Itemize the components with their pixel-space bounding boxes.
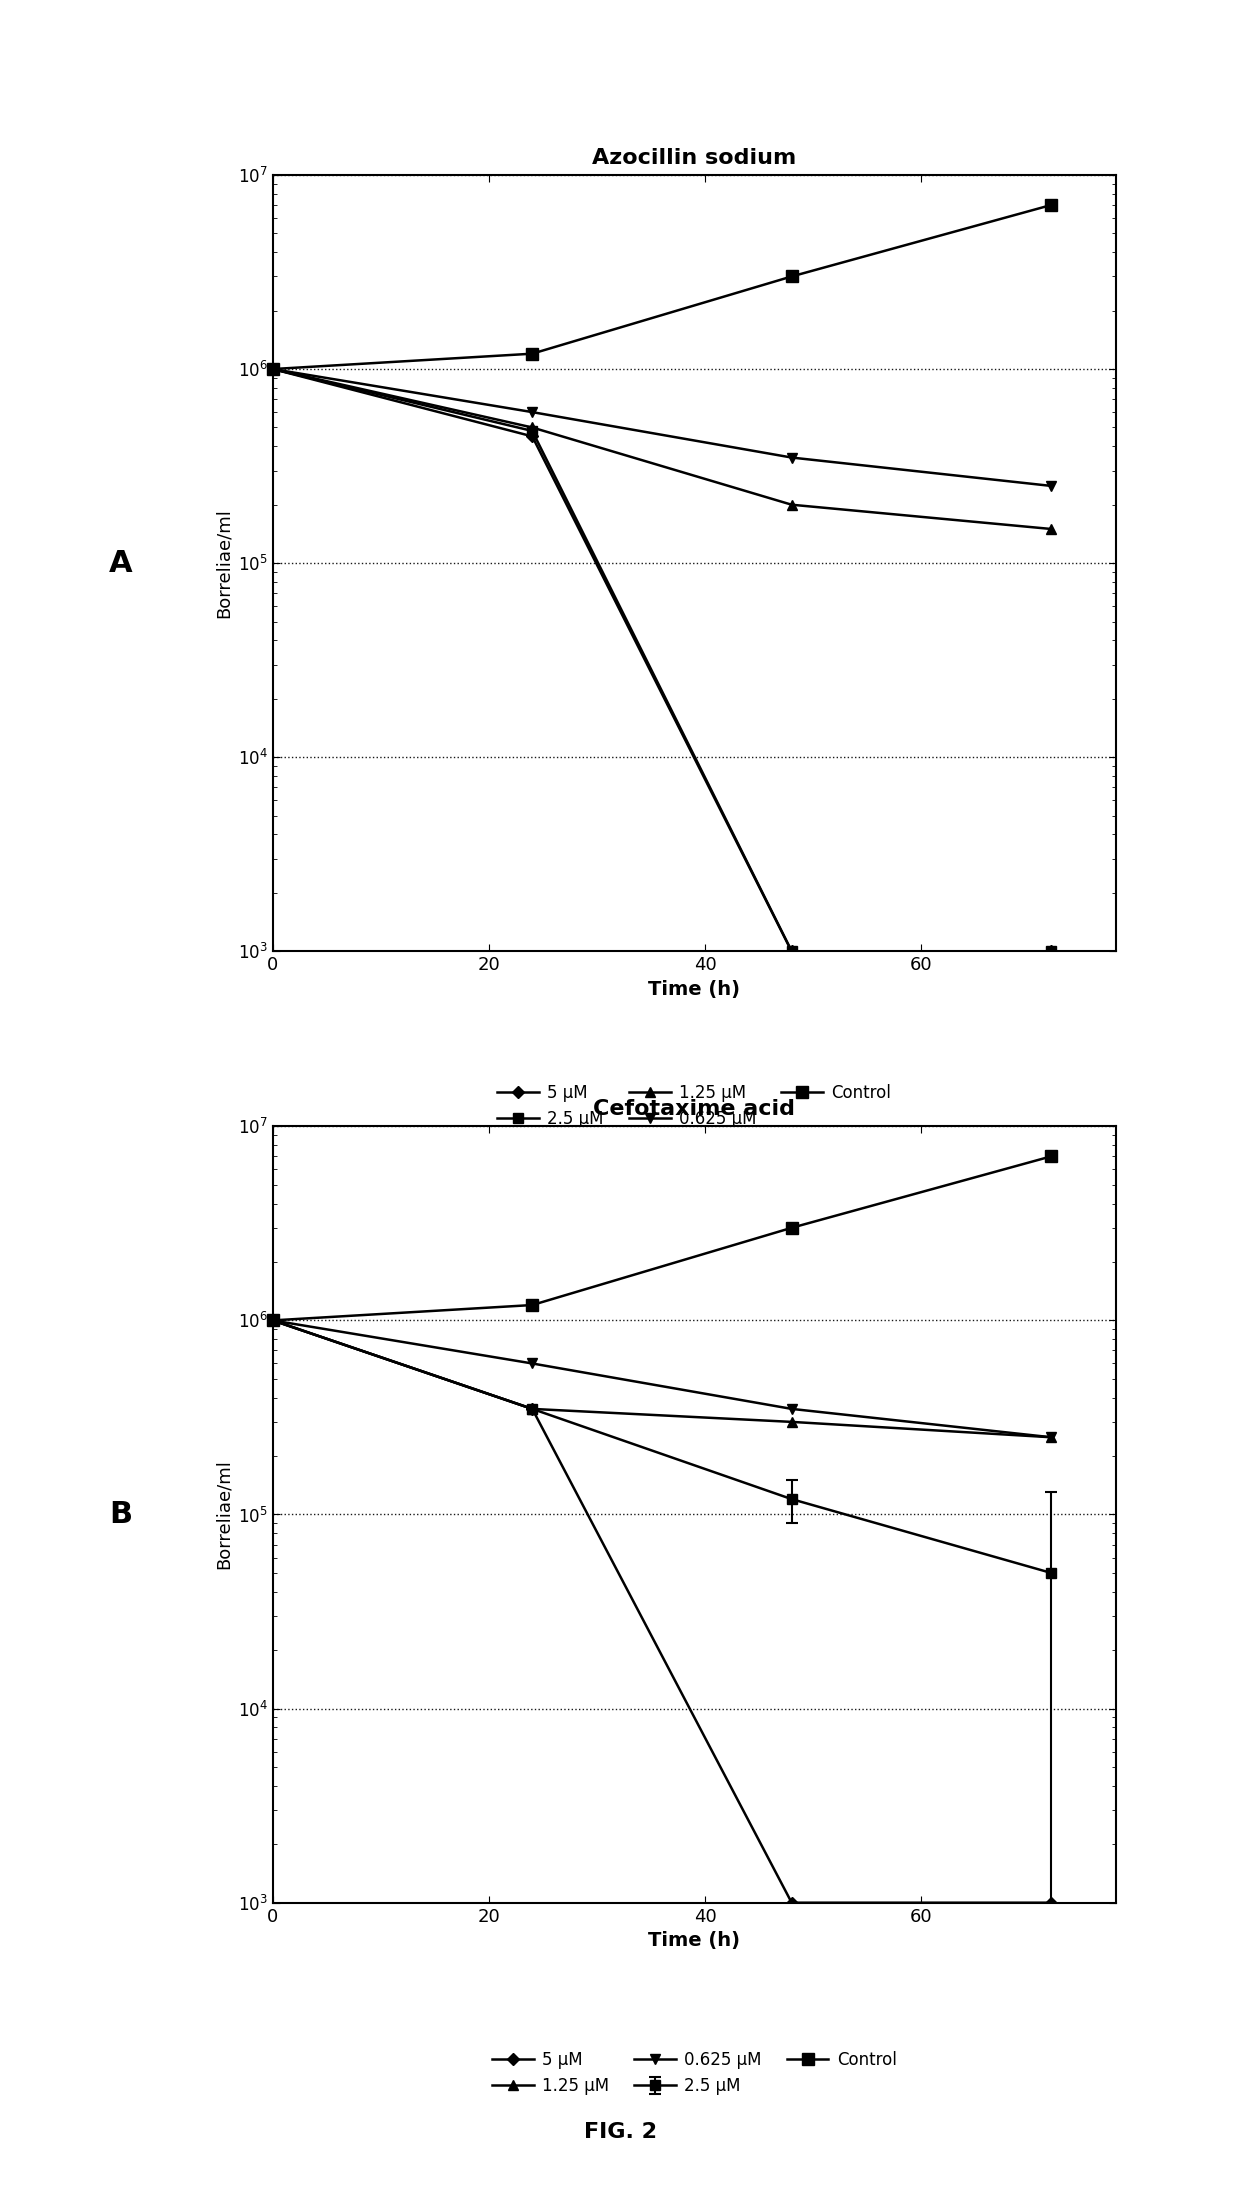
Y-axis label: Borreliae/ml: Borreliae/ml — [215, 507, 232, 619]
Line: Control: Control — [268, 199, 1056, 374]
5 μM — [1044, 938, 1059, 964]
Line: 1.25 μM: 1.25 μM — [268, 365, 1056, 534]
0.625 μM — [265, 356, 280, 383]
Text: FIG. 2: FIG. 2 — [584, 2121, 656, 2143]
0.625 μM — [265, 1308, 280, 1334]
Line: 0.625 μM: 0.625 μM — [268, 1317, 1056, 1441]
2.5 μM — [525, 418, 539, 444]
Line: 1.25 μM: 1.25 μM — [268, 1317, 1056, 1441]
Control — [265, 1308, 280, 1334]
Title: Cefotaxime acid: Cefotaxime acid — [594, 1100, 795, 1120]
2.5 μM — [265, 356, 280, 383]
Legend: 5 μM, 2.5 μM, 1.25 μM, 0.625 μM, Control: 5 μM, 2.5 μM, 1.25 μM, 0.625 μM, Control — [497, 1085, 892, 1128]
5 μM — [784, 1890, 799, 1916]
Line: 5 μM: 5 μM — [269, 1317, 1055, 1907]
5 μM — [525, 1395, 539, 1422]
1.25 μM — [1044, 516, 1059, 542]
Text: A: A — [109, 549, 133, 577]
Title: Azocillin sodium: Azocillin sodium — [593, 149, 796, 168]
0.625 μM — [784, 444, 799, 470]
0.625 μM — [1044, 1424, 1059, 1450]
X-axis label: Time (h): Time (h) — [649, 1931, 740, 1951]
0.625 μM — [1044, 472, 1059, 499]
X-axis label: Time (h): Time (h) — [649, 980, 740, 999]
Line: 2.5 μM: 2.5 μM — [268, 365, 1056, 956]
Control — [265, 356, 280, 383]
1.25 μM — [265, 1308, 280, 1334]
Control — [784, 262, 799, 289]
5 μM — [265, 1308, 280, 1334]
5 μM — [265, 356, 280, 383]
1.25 μM — [784, 1408, 799, 1435]
Line: 0.625 μM: 0.625 μM — [268, 365, 1056, 490]
Control — [525, 1293, 539, 1319]
Control — [1044, 192, 1059, 219]
1.25 μM — [525, 413, 539, 440]
Text: B: B — [109, 1500, 133, 1529]
5 μM — [525, 424, 539, 451]
2.5 μM — [784, 938, 799, 964]
Legend: 5 μM, 1.25 μM, 0.625 μM, 2.5 μM, Control: 5 μM, 1.25 μM, 0.625 μM, 2.5 μM, Control — [492, 2051, 897, 2095]
Line: 5 μM: 5 μM — [269, 365, 1055, 956]
Control — [525, 341, 539, 367]
1.25 μM — [525, 1395, 539, 1422]
Control — [1044, 1144, 1059, 1170]
1.25 μM — [1044, 1424, 1059, 1450]
0.625 μM — [784, 1395, 799, 1422]
2.5 μM — [1044, 938, 1059, 964]
1.25 μM — [784, 492, 799, 518]
Line: Control: Control — [268, 1150, 1056, 1325]
0.625 μM — [525, 398, 539, 424]
0.625 μM — [525, 1349, 539, 1376]
Y-axis label: Borreliae/ml: Borreliae/ml — [215, 1459, 232, 1570]
5 μM — [784, 938, 799, 964]
1.25 μM — [265, 356, 280, 383]
5 μM — [1044, 1890, 1059, 1916]
Control — [784, 1214, 799, 1240]
